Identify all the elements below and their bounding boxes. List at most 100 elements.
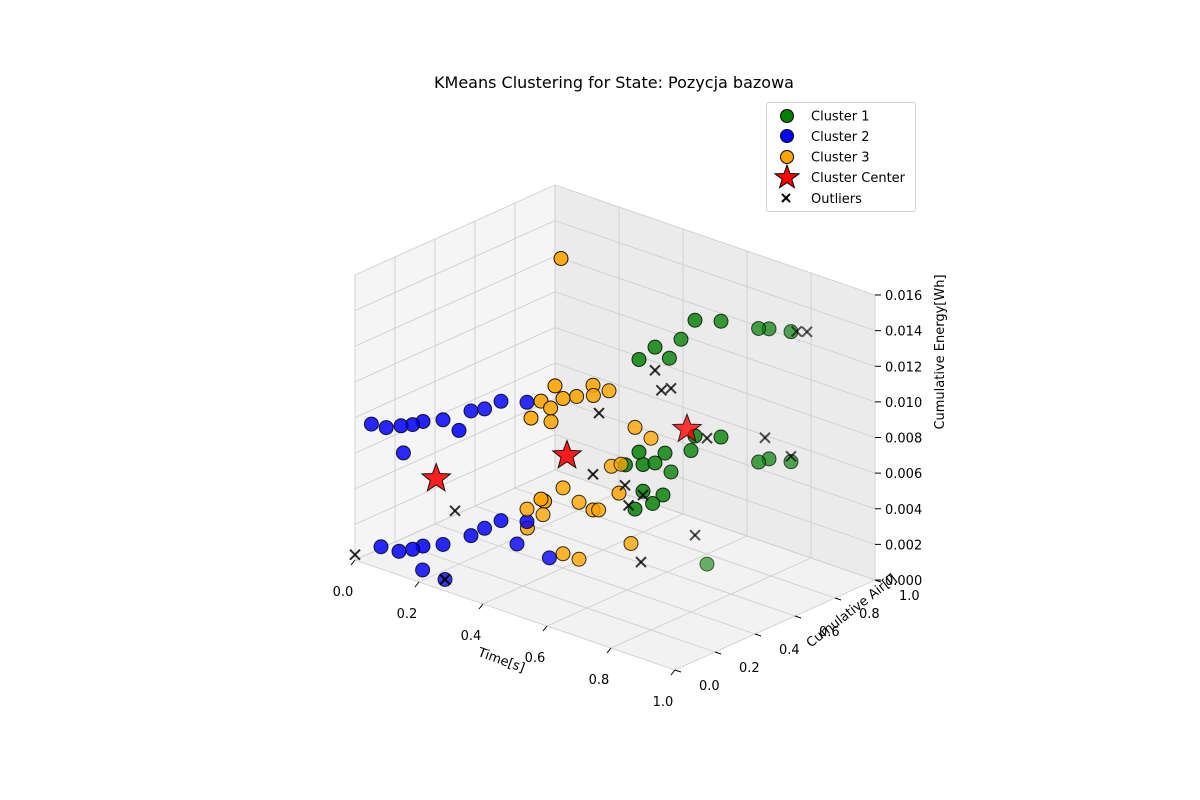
x-marker-stroke [649,364,661,377]
legend-label-outliers: Outliers [811,192,862,207]
point-cluster-2 [391,543,407,559]
point-outliers [593,407,605,419]
z-tick-label: 0.016 [885,289,922,304]
point-outliers [449,505,461,517]
x-tick [542,625,548,632]
point-cluster-2 [509,536,525,552]
y-tick-label: 0.2 [739,661,760,676]
point-cluster-center [671,412,703,443]
point-cluster-3 [535,507,551,523]
y-tick-label: 0.6 [819,625,840,640]
axis-panes [355,185,875,670]
point-cluster-3 [611,485,627,501]
point-cluster-1 [631,444,647,460]
grid-line-x-floor [546,535,748,627]
grid-line-y-floor [434,523,756,635]
x-tick-label: 0.2 [397,607,418,622]
y-tick [674,669,682,673]
point-outliers [801,326,813,338]
point-outliers [349,548,361,561]
z-tick-label: 0.012 [885,360,922,375]
point-cluster-3 [555,546,571,562]
point-cluster-2 [363,416,379,432]
point-cluster-2 [393,418,409,434]
x-tick-label: 0.6 [525,651,546,666]
x-tick-label: 1.0 [653,695,674,710]
x-marker-stroke [689,529,701,541]
x-tick [478,603,484,610]
grid-line-z-back [554,433,876,545]
y-tick-label: 1.0 [899,589,920,604]
point-cluster-1 [631,351,647,367]
point-cluster-3 [585,388,601,404]
point-cluster-2 [405,541,421,557]
point-cluster-1 [647,455,663,471]
x-tick-label: 0.8 [589,673,610,688]
point-cluster-2 [435,536,451,552]
grid-line-z-side [354,327,556,418]
point-cluster-1 [713,429,729,445]
point-cluster-3 [569,388,585,404]
point-cluster-1 [683,443,699,459]
grid-line-z-back [554,327,876,438]
point-cluster-1 [657,445,673,461]
legend-label-cluster-2: Cluster 2 [811,130,870,145]
grid-line-z-side [354,220,556,312]
y-tick-label: 0.4 [779,643,800,658]
point-cluster-3 [523,410,539,426]
point-cluster-1 [673,331,689,347]
grid-line-z-back [554,220,876,332]
legend-label-cluster-center: Cluster Center [811,171,906,186]
y-tick-label: 0.0 [699,679,720,694]
z-axis-label: Cumulative Energy[Wh] [933,274,948,429]
point-outliers [790,325,803,338]
x-marker-stroke [637,489,649,501]
legend-label-cluster-1: Cluster 1 [811,110,870,125]
grid-lines [354,184,876,671]
point-outliers [649,364,661,377]
x-marker-stroke [785,450,797,463]
point-cluster-3 [623,535,639,551]
point-outliers [785,450,797,463]
x-tick [414,581,420,588]
legend-marker-cluster-3 [780,150,794,164]
x-tick-label: 0.0 [333,585,354,600]
grid-line-z-side [354,362,556,454]
point-cluster-2 [477,401,493,417]
grid-line-y-floor [394,541,716,653]
point-cluster-3 [571,494,587,510]
x-marker-stroke [801,326,813,338]
point-cluster-2 [463,403,479,419]
point-outliers [619,479,631,492]
point-cluster-2 [373,539,389,555]
legend-marker-cluster-2 [780,129,794,143]
point-outliers [655,384,668,397]
point-cluster-3 [555,480,571,496]
y-tick [794,615,802,619]
chart-title: KMeans Clustering for State: Pozycja baz… [434,73,794,92]
point-cluster-3 [571,551,587,567]
x-tick [606,647,612,654]
x-marker-stroke [449,505,461,517]
x-marker-stroke [439,573,451,586]
point-cluster-1 [699,556,715,572]
grid-line-y-floor [514,487,836,599]
y-tick-label: 0.8 [859,607,880,622]
point-cluster-3 [613,456,629,472]
point-outliers [689,529,701,541]
point-cluster-2 [451,422,467,438]
legend-marker-cluster-center [773,163,801,189]
grid-line-z-back [554,184,876,296]
z-tick-label: 0.006 [885,467,922,482]
z-tick-label: 0.000 [885,574,922,589]
grid-line-x-floor [674,579,876,671]
grid-line-z-side [354,184,556,276]
point-outliers [439,573,451,586]
grid-line-z-back [554,255,876,367]
point-outliers [587,468,599,481]
grid-line-z-side [354,469,556,561]
point-cluster-1 [645,495,661,511]
grid-line-z-side [354,255,556,347]
x-marker-stroke [759,432,771,444]
point-cluster-3 [533,491,549,507]
